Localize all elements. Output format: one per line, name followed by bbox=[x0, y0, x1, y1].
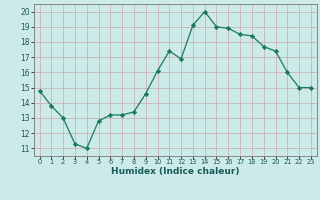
X-axis label: Humidex (Indice chaleur): Humidex (Indice chaleur) bbox=[111, 167, 239, 176]
